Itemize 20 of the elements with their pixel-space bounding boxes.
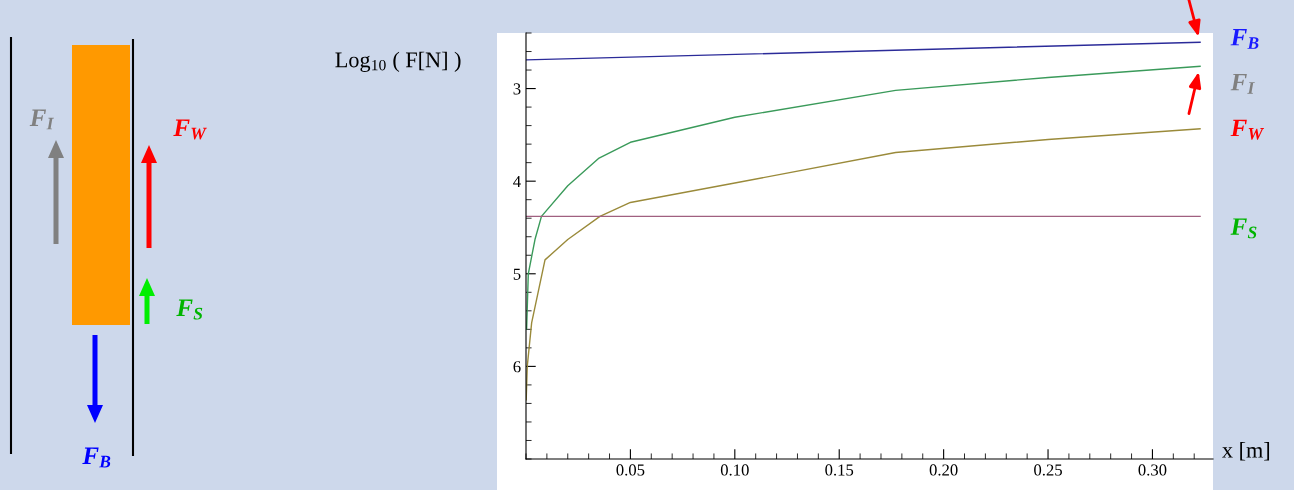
y-axis-title: Log$_{10}$ ( F[N] ) <box>335 51 461 72</box>
series-label: F$_{I}$ <box>1230 73 1255 94</box>
text: F$_{S}$ <box>176 299 203 320</box>
y-tick-label: 5 <box>513 268 521 280</box>
y-tick-label: 3 <box>513 83 521 95</box>
series-label: F$_{B}$ <box>1230 28 1259 49</box>
x-axis-title: x [m] <box>1222 442 1270 461</box>
text: F$_{I}$ <box>29 109 54 130</box>
series-label: F$_{W}$ <box>1230 119 1265 140</box>
x-tick-label: 0.30 <box>1138 464 1167 476</box>
x-tick-label: 0.15 <box>825 464 854 476</box>
x-tick-label: 0.05 <box>616 464 645 476</box>
series-label: F$_{S}$ <box>1230 218 1257 239</box>
y-tick-label: 4 <box>513 175 521 187</box>
text: F$_{W}$ <box>173 119 207 140</box>
x-tick-label: 0.20 <box>929 464 958 476</box>
y-tick-label: 6 <box>513 361 521 373</box>
x-tick-label: 0.25 <box>1034 464 1062 476</box>
text: F$_{B}$ <box>82 447 111 468</box>
x-tick-label: 0.10 <box>720 464 749 476</box>
